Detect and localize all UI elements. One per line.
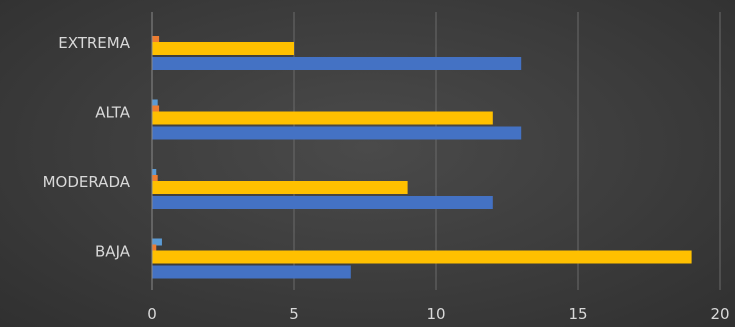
label-layer: 0 5 10 15 20 EXTREMA ALTA MODERADA BAJA bbox=[43, 34, 730, 323]
bar-baja-series-1 bbox=[152, 238, 162, 246]
bar-moderada-series-1 bbox=[152, 169, 157, 176]
category-label-baja: BAJA bbox=[95, 243, 131, 261]
x-tick-label-5: 5 bbox=[289, 305, 299, 323]
bar-alta-series-3 bbox=[152, 111, 493, 125]
bar-moderada-series-2 bbox=[152, 175, 158, 181]
bar-moderada-series-4 bbox=[152, 196, 493, 209]
x-tick-label-10: 10 bbox=[426, 305, 445, 323]
bar-baja-series-3 bbox=[152, 250, 692, 264]
x-tick-label-0: 0 bbox=[147, 305, 157, 323]
bar-extrema-series-2 bbox=[152, 36, 160, 42]
bar-alta-series-2 bbox=[152, 105, 160, 112]
bar-extrema-series-4 bbox=[152, 57, 522, 70]
bar-extrema-series-3 bbox=[152, 42, 294, 55]
bar-alta-series-1 bbox=[152, 99, 158, 107]
x-tick-label-20: 20 bbox=[710, 305, 729, 323]
bar-moderada-series-3 bbox=[152, 181, 408, 194]
category-label-extrema: EXTREMA bbox=[58, 34, 130, 52]
bar-layer bbox=[152, 36, 692, 279]
x-tick-label-15: 15 bbox=[568, 305, 587, 323]
bar-baja-series-2 bbox=[152, 244, 157, 251]
bar-alta-series-4 bbox=[152, 126, 522, 140]
bar-baja-series-4 bbox=[152, 265, 351, 279]
grid-layer bbox=[293, 12, 721, 290]
category-label-alta: ALTA bbox=[95, 104, 131, 122]
category-label-moderada: MODERADA bbox=[43, 173, 131, 191]
